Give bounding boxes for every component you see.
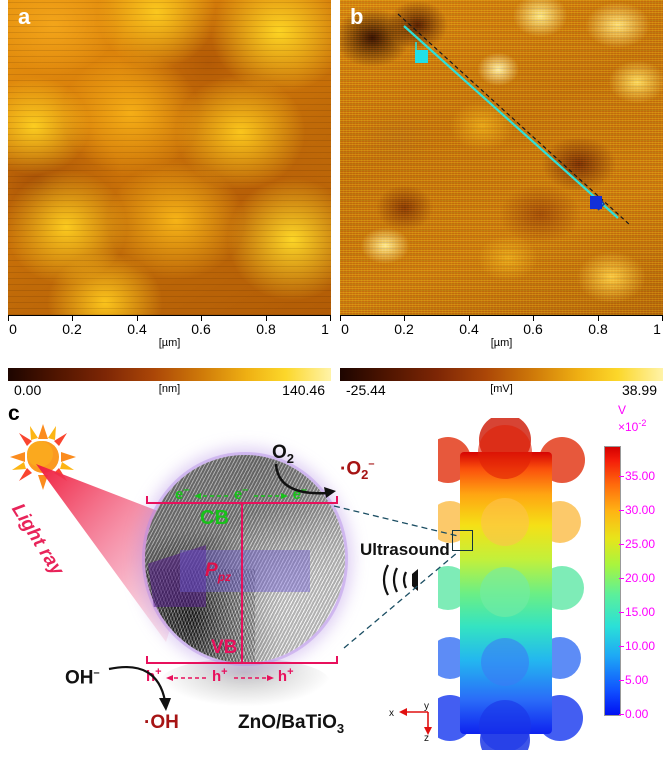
sim-colorbar-tick-2: 10.00 [625, 639, 656, 653]
profile-marker-end [590, 196, 602, 209]
hole-right: h+ [277, 666, 294, 685]
vb-level-line [146, 662, 338, 664]
ultrasound-label: Ultrasound [360, 540, 450, 559]
electron-right: e– [292, 484, 308, 503]
superoxide-radical-label: ·O2– [340, 458, 375, 483]
panel-a-letter: a [18, 4, 31, 29]
svg-text:x: x [389, 708, 394, 719]
hydroxyl-radical-label: ·OH [144, 712, 179, 733]
vb-tick-left [146, 656, 148, 663]
fem-simulation-render [438, 418, 585, 750]
electron-arrow-right-icon [254, 492, 289, 499]
cb-tick-right [336, 496, 338, 503]
panel-c-schematic: c Light ray [0, 400, 663, 768]
colorbar-unit-label: [mV] [490, 383, 513, 395]
oxygen-label: O2 [272, 442, 295, 466]
hole-left: h+ [146, 666, 162, 685]
axis-line [8, 315, 331, 316]
x-axis-unit: [µm] [158, 337, 181, 349]
x-tick-4: 0.8 [588, 321, 608, 337]
polarization-label: Ppz [205, 560, 232, 584]
x-tick-5: 1 [321, 321, 329, 337]
scanline-texture [8, 0, 331, 315]
noise-texture [340, 0, 663, 315]
colorbar-unit-label: [nm] [158, 383, 181, 395]
panel-b-x-axis: 0 0.2 0.4 0.6 0.8 1 [µm] [340, 315, 663, 349]
colorbar-gradient [340, 368, 663, 381]
band-center-line [241, 502, 243, 662]
x-tick-3: 0.6 [191, 321, 211, 337]
material-formula-label: ZnO/BaTiO3 [238, 712, 345, 736]
panel-c-letter: c [8, 402, 20, 425]
oxygen-reduction-arrow-icon [274, 463, 336, 498]
x-tick-2: 0.4 [127, 321, 147, 337]
sim-colorbar-tick-4: 20.00 [625, 571, 656, 585]
x-tick-1: 0.2 [62, 321, 82, 337]
kpfm-potential-image [340, 0, 663, 315]
x-tick-0: 0 [9, 321, 17, 337]
valence-band-label: VB [211, 637, 238, 658]
conduction-band-label: CB [200, 507, 229, 529]
sim-colorbar-tick-0: 0.00 [625, 707, 649, 721]
panel-a-colorbar: 0.00 [nm] 140.46 [8, 368, 331, 398]
colorbar-min-label: -25.44 [346, 382, 386, 398]
svg-text:z: z [424, 733, 429, 742]
cb-tick-left [146, 496, 148, 503]
scanline-texture [340, 0, 663, 315]
probe-region-box[interactable] [452, 530, 473, 551]
line-profile-overlay[interactable] [340, 0, 663, 315]
sim-colorbar-title: V ×10-2 [618, 403, 647, 434]
ultrasound-speaker-icon [382, 564, 418, 596]
x-tick-3: 0.6 [523, 321, 543, 337]
electron-center: e– [233, 484, 249, 503]
colorbar-gradient [8, 368, 331, 381]
hydroxide-oxidation-arrow-icon [108, 665, 171, 711]
panel-b-kpfm-image: b [340, 0, 663, 315]
axis-orientation-indicator: x y z [389, 701, 432, 742]
colorbar-min-label: 0.00 [14, 382, 42, 398]
particle-shadow [160, 658, 330, 706]
x-tick-4: 0.8 [256, 321, 276, 337]
afm-topography-image [8, 0, 331, 315]
panel-a-afm-image: a [8, 0, 331, 315]
x-tick-1: 0.2 [394, 321, 414, 337]
axis-line [340, 315, 663, 316]
sim-colorbar-tick-7: 35.00 [625, 469, 656, 483]
sim-colorbar-tick-1: 5.00 [625, 673, 649, 687]
sun-icon [10, 424, 76, 490]
electron-left: e– [175, 484, 190, 503]
colorbar-max-label: 140.46 [282, 382, 325, 398]
panel-b-letter: b [350, 4, 364, 29]
electron-arrow-left-icon [193, 492, 228, 499]
zoom-connector-lines [333, 505, 459, 649]
panel-a-x-axis: 0 0.2 0.4 0.6 0.8 1 [µm] [8, 315, 331, 349]
colorbar-max-label: 38.99 [621, 382, 657, 398]
vb-tick-right [336, 656, 338, 663]
sim-colorbar-tick-6: 30.00 [625, 503, 656, 517]
x-tick-2: 0.4 [459, 321, 479, 337]
hole-arrow-left-icon [165, 674, 206, 681]
x-tick-0: 0 [341, 321, 349, 337]
polarization-domain [180, 550, 310, 592]
panel-b-colorbar: -25.44 [mV] 38.99 [340, 368, 663, 398]
hole-row: h+ h+ h+ [146, 666, 338, 686]
hole-arrow-right-icon [233, 674, 274, 681]
profile-marker-start [415, 50, 428, 63]
x-tick-5: 1 [653, 321, 661, 337]
sim-colorbar-tick-3: 15.00 [625, 605, 656, 619]
x-axis-unit: [µm] [490, 337, 513, 349]
sim-colorbar-tick-5: 25.00 [625, 537, 656, 551]
hole-center: h+ [211, 666, 228, 685]
sim-colorbar-gradient [604, 446, 621, 716]
svg-text:y: y [424, 701, 429, 712]
electron-row: e– e– e– [175, 484, 330, 504]
hydroxide-label: OH– [65, 667, 100, 689]
